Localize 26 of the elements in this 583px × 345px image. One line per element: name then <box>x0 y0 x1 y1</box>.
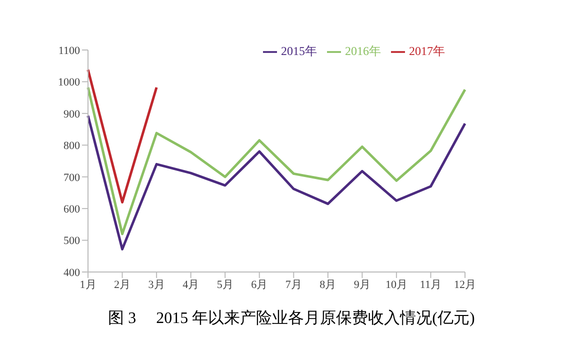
line-series <box>86 114 466 250</box>
legend-label: 2016年 <box>345 44 381 58</box>
x-tick-label: 4月 <box>182 278 200 291</box>
y-tick-label: 1000 <box>58 76 80 89</box>
line-series <box>86 86 466 236</box>
x-tick-label: 6月 <box>251 278 268 291</box>
x-tick-label: 10月 <box>385 278 408 291</box>
legend-label: 2017年 <box>409 44 445 58</box>
legend-label: 2015年 <box>281 44 317 58</box>
x-tick-label: 12月 <box>454 278 476 291</box>
x-tick-label: 3月 <box>148 278 165 291</box>
y-tick-label: 400 <box>64 266 80 279</box>
x-tick-label: 2月 <box>114 278 131 291</box>
x-tick-label: 7月 <box>285 278 302 291</box>
text: 图 3 2015 年以来产险业各月原保费收入情况(亿元) <box>107 308 476 329</box>
y-tick-label: 1100 <box>58 44 80 57</box>
x-tick-label: 8月 <box>320 278 336 291</box>
y-tick-label: 900 <box>64 108 80 120</box>
y-tick-label: 700 <box>64 172 80 184</box>
x-tick-label: 11月 <box>420 278 442 291</box>
y-tick-label: 600 <box>64 203 80 216</box>
x-tick-label: 9月 <box>354 278 370 291</box>
x-tick-label: 5月 <box>216 278 234 291</box>
y-tick-label: 500 <box>64 235 80 248</box>
y-tick-label: 800 <box>64 140 80 152</box>
x-tick-label: 1月 <box>80 278 96 291</box>
